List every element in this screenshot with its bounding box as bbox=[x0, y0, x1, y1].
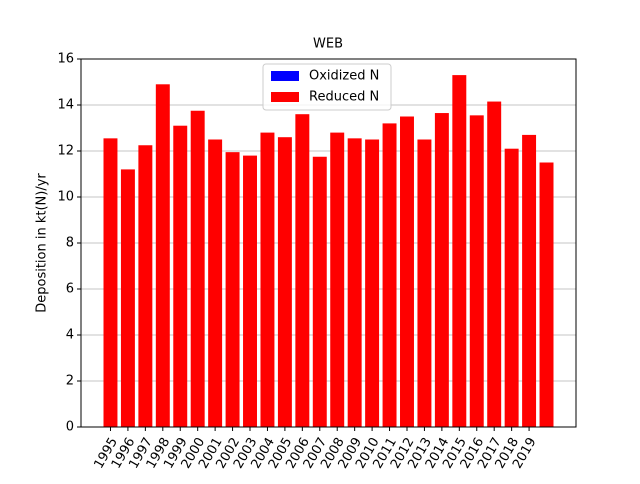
bar bbox=[208, 139, 223, 427]
bar bbox=[400, 116, 414, 427]
bar bbox=[173, 125, 188, 427]
bar bbox=[243, 155, 257, 427]
legend-swatch bbox=[271, 92, 299, 102]
bar bbox=[452, 75, 467, 427]
bar bbox=[190, 110, 205, 427]
y-tick-label: 14 bbox=[57, 98, 74, 113]
bar bbox=[434, 113, 449, 428]
chart-title: WEB bbox=[313, 37, 343, 52]
y-tick-label: 8 bbox=[66, 236, 74, 251]
bar bbox=[277, 137, 292, 427]
axes-frame bbox=[80, 58, 577, 428]
bar bbox=[487, 101, 502, 428]
y-tick-label: 0 bbox=[66, 420, 74, 435]
y-tick-label: 4 bbox=[66, 328, 74, 343]
bar bbox=[382, 123, 397, 428]
y-axis-label: Deposition in kt(N)/yr bbox=[35, 173, 50, 313]
bar bbox=[103, 138, 118, 427]
legend-label: Reduced N bbox=[309, 90, 379, 105]
bar bbox=[522, 134, 537, 427]
y-tick-label: 10 bbox=[57, 190, 74, 205]
y-tick-label: 6 bbox=[66, 282, 74, 297]
y-tick-label: 16 bbox=[57, 52, 74, 67]
bar bbox=[312, 156, 327, 427]
legend-swatch bbox=[271, 71, 299, 81]
bar bbox=[330, 132, 345, 427]
y-tick-label: 2 bbox=[66, 374, 74, 389]
bar bbox=[417, 139, 432, 427]
bar bbox=[138, 145, 153, 427]
bar bbox=[539, 162, 554, 427]
bar bbox=[295, 114, 310, 427]
bar bbox=[155, 84, 170, 428]
bar bbox=[225, 152, 240, 427]
bar bbox=[504, 148, 519, 427]
bar bbox=[260, 132, 275, 427]
y-tick-label: 12 bbox=[57, 144, 74, 159]
bar bbox=[120, 169, 135, 427]
bar bbox=[365, 139, 380, 427]
bar bbox=[469, 115, 484, 427]
legend-label: Oxidized N bbox=[309, 69, 379, 84]
bar bbox=[347, 138, 362, 427]
